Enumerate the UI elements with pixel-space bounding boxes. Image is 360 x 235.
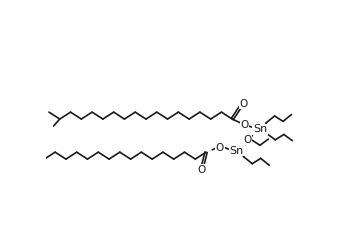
Text: Sn: Sn — [253, 124, 267, 134]
Text: O: O — [240, 120, 249, 130]
Text: Sn: Sn — [230, 146, 244, 156]
Text: O: O — [197, 165, 206, 175]
Text: O: O — [216, 143, 224, 153]
Text: O: O — [243, 135, 252, 145]
Text: O: O — [240, 99, 248, 109]
